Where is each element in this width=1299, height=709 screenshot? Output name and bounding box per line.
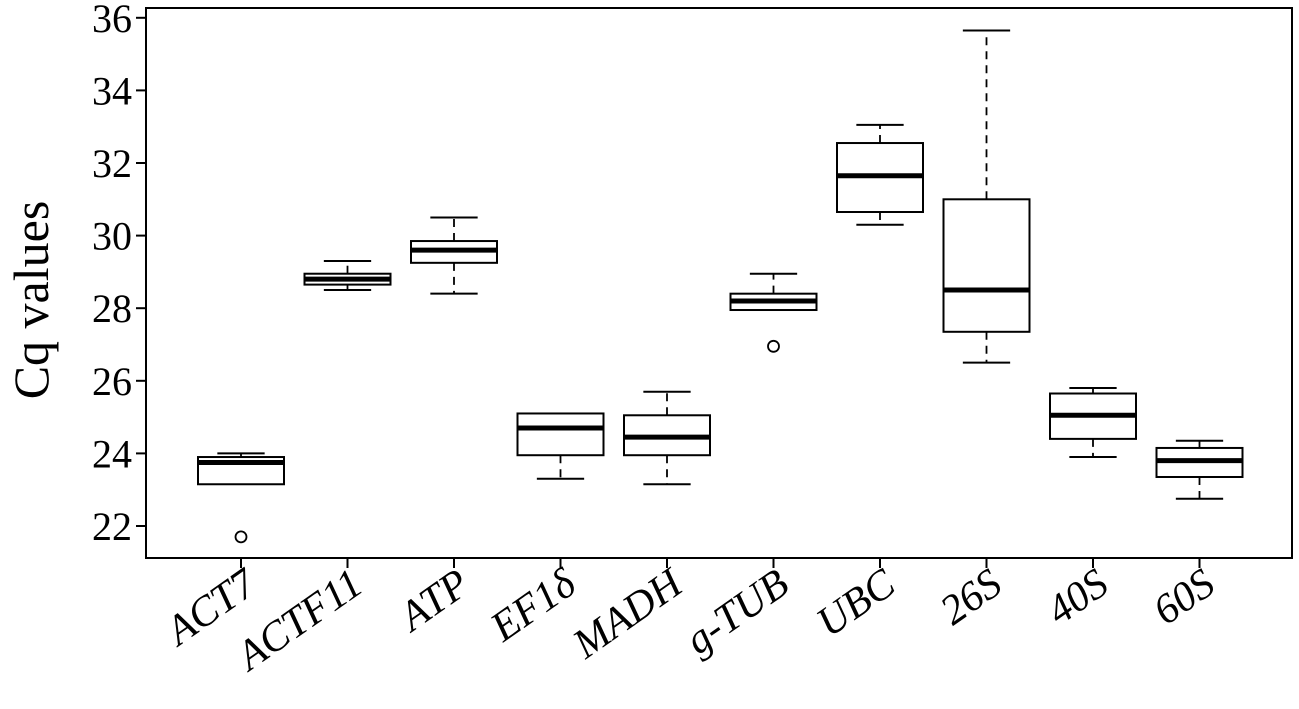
y-tick-label: 28 (92, 286, 132, 331)
outlier-point (767, 339, 780, 353)
box-ubc (836, 123, 924, 226)
x-category-label: MADH (564, 559, 693, 668)
outlier-point (234, 530, 248, 544)
x-category-label: UBC (809, 560, 905, 646)
y-tick-label: 30 (92, 214, 132, 259)
x-category-label: 60S (1145, 561, 1223, 635)
y-axis-title: Cq values (3, 201, 59, 400)
y-tick-label: 22 (92, 504, 132, 549)
x-category-label: 26S (932, 561, 1010, 635)
y-tick-label: 26 (92, 359, 132, 404)
box-act7 (197, 452, 285, 544)
box-26s (942, 29, 1031, 364)
box-actf11 (303, 260, 392, 292)
box-60s (1155, 439, 1244, 500)
x-category-label: ATP (389, 561, 478, 642)
y-axis: 22 24 26 28 30 32 34 36 (92, 0, 146, 549)
y-tick-label: 34 (92, 68, 132, 113)
y-tick-label: 32 (92, 141, 132, 186)
box-madh (623, 390, 711, 486)
boxes-group (197, 29, 1244, 544)
plot-frame (145, 7, 1293, 559)
y-tick-label: 24 (92, 431, 132, 476)
box-ef1- (516, 412, 605, 480)
box-40s (1049, 387, 1137, 459)
iqr-box (516, 412, 605, 457)
x-category-label: 40S (1039, 561, 1117, 635)
box-g-tub (729, 272, 818, 353)
x-category-label: g-TUB (677, 561, 797, 664)
iqr-box (942, 198, 1031, 333)
y-tick-label: 36 (92, 0, 132, 41)
box-atp (410, 216, 498, 295)
